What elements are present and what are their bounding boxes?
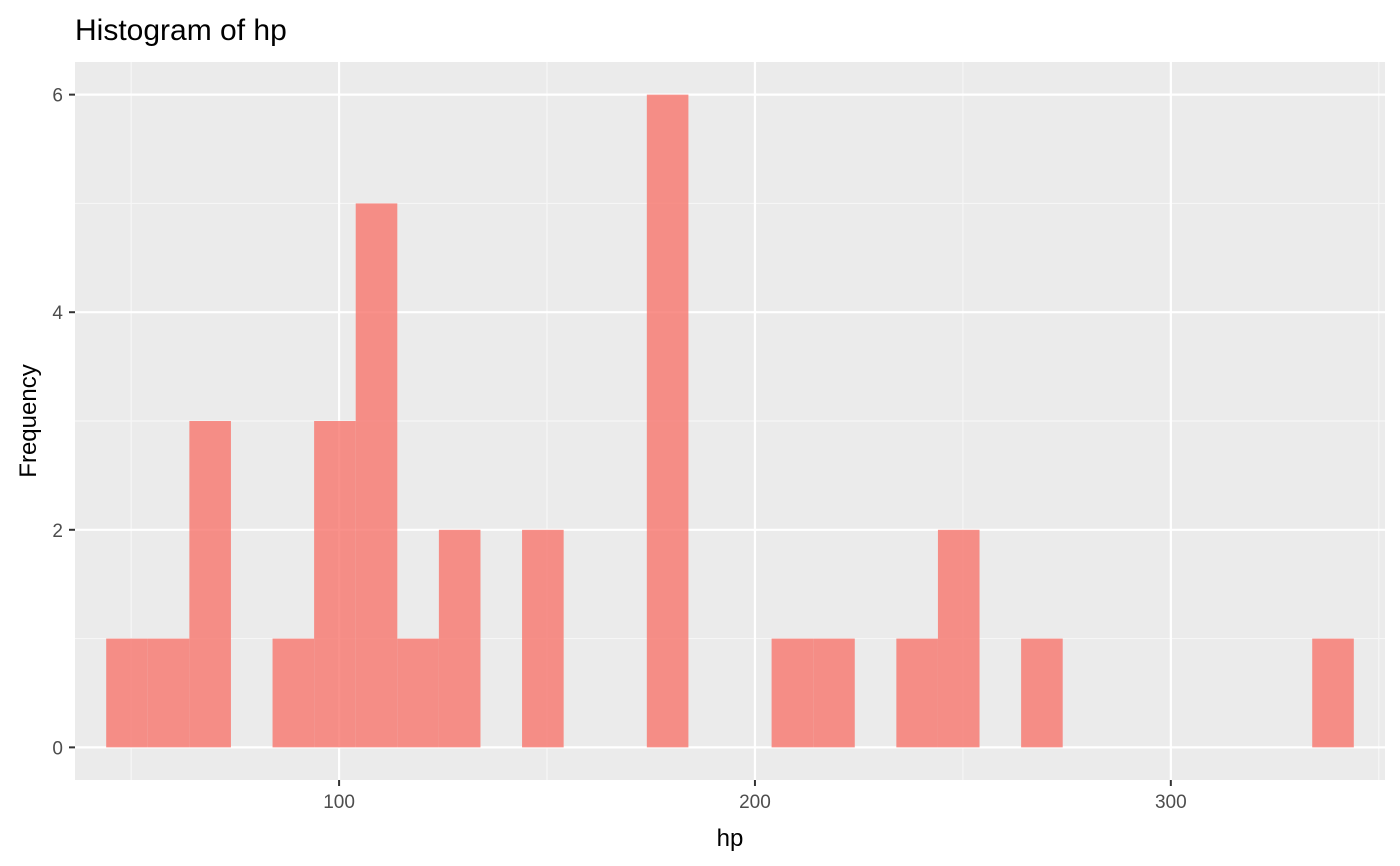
histogram-bar (189, 421, 231, 748)
y-axis-label: Frequency (15, 364, 42, 477)
y-axis: 0 2 4 6 (52, 86, 75, 759)
histogram-bar (522, 529, 564, 748)
histogram-bar (1021, 638, 1063, 748)
histogram-bar (355, 203, 398, 748)
histogram-bar (646, 94, 689, 748)
histogram-bar (896, 638, 938, 748)
histogram-bar (1312, 638, 1354, 748)
x-tick-label: 100 (323, 792, 355, 813)
grid-minor-lines (75, 62, 1385, 780)
x-axis-label: hp (717, 825, 744, 852)
histogram-bar (106, 638, 148, 748)
histogram-bar (147, 638, 190, 748)
histogram-bar (937, 529, 980, 748)
y-tick-label: 4 (52, 303, 63, 324)
histogram-bar (397, 638, 439, 748)
histogram-bar (771, 638, 814, 748)
x-tick-label: 200 (739, 792, 771, 813)
y-tick-label: 0 (52, 738, 63, 759)
chart-title: Histogram of hp (75, 14, 287, 47)
histogram-bar (438, 529, 481, 748)
x-axis: 100 200 300 (323, 780, 1187, 813)
histogram-bars (106, 94, 1354, 748)
y-tick-label: 6 (52, 86, 63, 107)
x-tick-label: 300 (1155, 792, 1187, 813)
histogram-bar (272, 638, 315, 748)
histogram-bar (813, 638, 855, 748)
histogram-bar (314, 421, 356, 748)
y-tick-label: 2 (52, 521, 63, 542)
